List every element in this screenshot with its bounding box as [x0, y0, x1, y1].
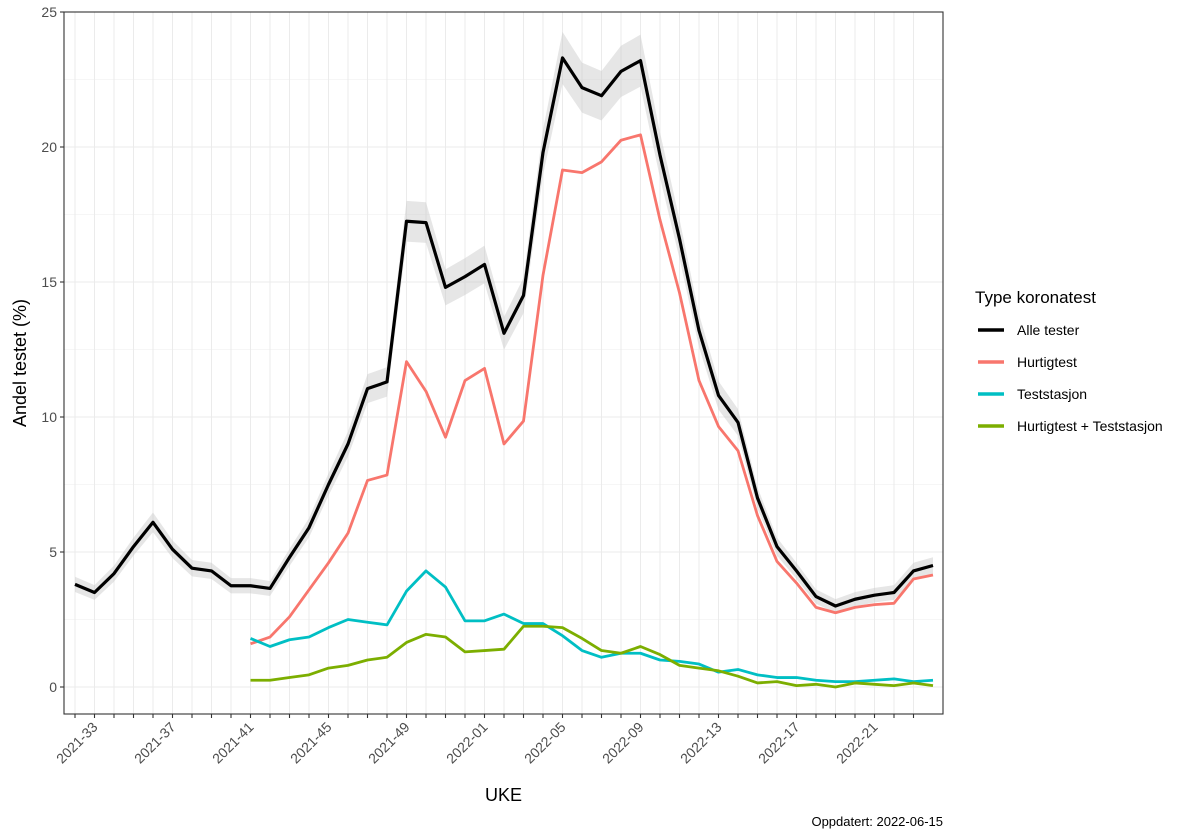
legend: Type koronatest Alle tester Hurtigtest Tes… — [975, 288, 1163, 434]
series-line-hurtigtest-teststasjon — [250, 624, 934, 689]
x-tick-label: 2021-41 — [209, 719, 257, 767]
y-axis-title: Andel testet (%) — [10, 299, 30, 427]
legend-label: Alle tester — [1017, 322, 1080, 338]
x-tick-label: 2022-21 — [833, 719, 881, 767]
ribbon-alle-tester — [75, 31, 933, 613]
x-axis: 2021-33 2021-37 2021-41 2021-45 2021-49 2022-… — [53, 714, 915, 767]
legend-label: Teststasjon — [1017, 386, 1087, 402]
series-line-alle-tester — [74, 56, 934, 608]
legend-label: Hurtigtest + Teststasjon — [1017, 418, 1163, 434]
y-tick-label: 20 — [41, 139, 57, 155]
x-tick-label: 2022-17 — [755, 719, 803, 767]
x-tick-label: 2021-37 — [131, 719, 179, 767]
y-tick-label: 15 — [41, 274, 57, 290]
x-tick-label: 2021-33 — [53, 719, 101, 767]
series-lines — [74, 56, 934, 689]
x-tick-label: 2021-45 — [287, 719, 335, 767]
y-tick-label: 5 — [49, 544, 57, 560]
series-line-hurtigtest — [250, 133, 934, 646]
series-line-teststasjon — [249, 569, 934, 683]
y-axis: 0 5 10 15 20 25 — [41, 4, 64, 695]
x-tick-label: 2022-09 — [599, 719, 647, 767]
y-tick-label: 10 — [41, 409, 57, 425]
legend-label: Hurtigtest — [1017, 354, 1077, 370]
x-tick-label: 2022-05 — [521, 719, 569, 767]
y-tick-label: 0 — [49, 679, 57, 695]
x-axis-title: UKE — [485, 785, 522, 805]
caption-updated: Oppdatert: 2022-06-15 — [811, 814, 943, 829]
x-tick-label: 2021-49 — [365, 719, 413, 767]
x-tick-label: 2022-01 — [443, 719, 491, 767]
y-tick-label: 25 — [41, 4, 57, 20]
legend-title: Type koronatest — [975, 288, 1096, 307]
x-tick-label: 2022-13 — [677, 719, 725, 767]
confidence-ribbons — [75, 31, 933, 613]
